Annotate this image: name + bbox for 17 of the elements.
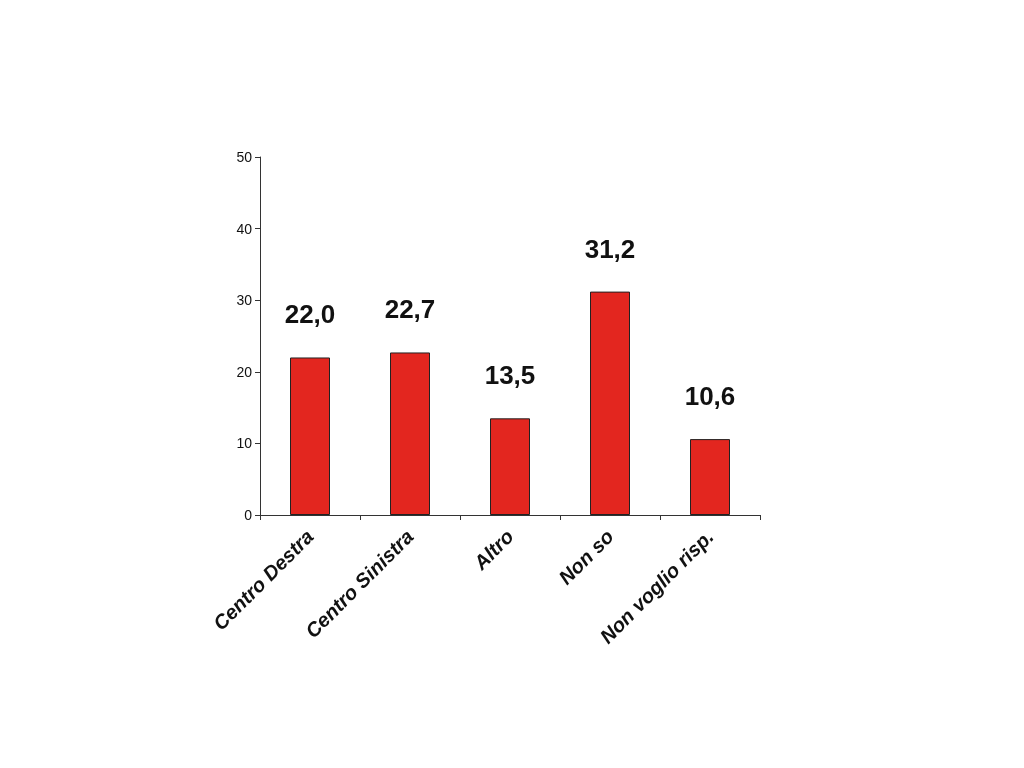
y-tick-label: 0 bbox=[244, 507, 253, 523]
bar bbox=[690, 439, 730, 515]
data-label: 13,5 bbox=[484, 360, 536, 391]
data-label: 10,6 bbox=[684, 381, 736, 412]
x-tick-label: Non so bbox=[554, 525, 618, 589]
data-label: 22,0 bbox=[284, 299, 336, 330]
y-tick-label: 50 bbox=[236, 149, 253, 165]
data-label: 31,2 bbox=[584, 233, 636, 264]
y-tick-label: 30 bbox=[236, 292, 253, 309]
bar bbox=[490, 418, 530, 515]
bar bbox=[290, 357, 330, 515]
bar bbox=[590, 291, 630, 515]
y-tick-label: 40 bbox=[236, 220, 253, 237]
y-tick-label: 20 bbox=[236, 363, 253, 380]
bar bbox=[390, 352, 430, 515]
y-tick-label: 10 bbox=[236, 435, 253, 452]
data-label: 22,7 bbox=[384, 294, 436, 325]
